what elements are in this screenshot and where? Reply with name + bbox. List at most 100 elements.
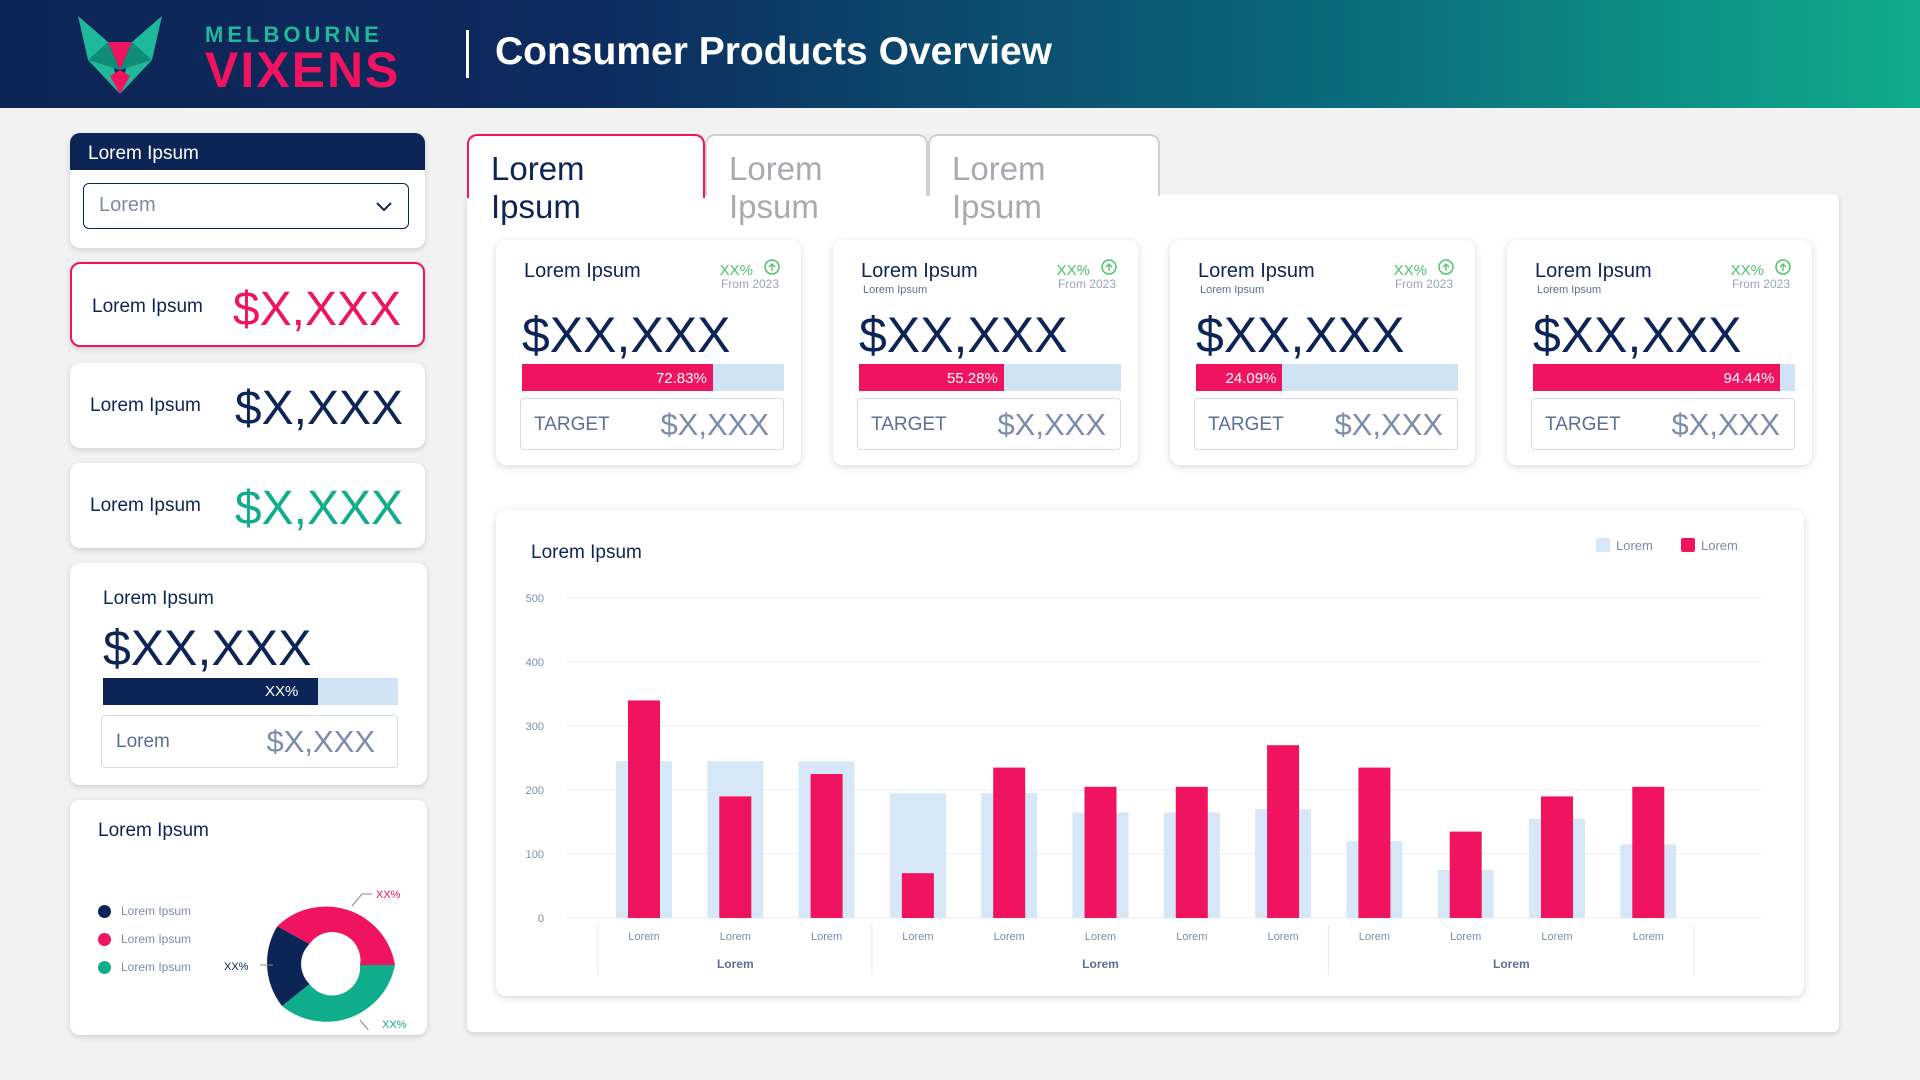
tab-3[interactable]: Lorem Ipsum bbox=[928, 134, 1160, 225]
filter-card: Lorem Ipsum Lorem bbox=[70, 133, 425, 248]
chevron-down-icon bbox=[376, 202, 392, 212]
legend-label: Lorem Ipsum bbox=[121, 960, 192, 974]
arrow-up-circle-icon bbox=[1775, 259, 1791, 275]
x-tick-label: Lorem bbox=[1541, 931, 1572, 943]
metric-from: From 2023 bbox=[1057, 277, 1116, 291]
progress-label: 72.83% bbox=[655, 370, 707, 387]
target-value: $X,XXX bbox=[660, 407, 769, 442]
legend-swatch bbox=[1596, 538, 1610, 552]
donut-slice-navy bbox=[267, 926, 310, 1006]
legend-label: Lorem Ipsum bbox=[121, 932, 192, 946]
progress-bar: 94.44% bbox=[1533, 364, 1795, 391]
metric-card-3[interactable]: Lorem Ipsum Lorem Ipsum XX% From 2023 $X… bbox=[1170, 240, 1475, 465]
target-box: TARGET $X,XXX bbox=[520, 398, 784, 450]
x-tick-label: Lorem bbox=[811, 931, 842, 943]
metric-value: $XX,XXX bbox=[859, 307, 1068, 363]
x-tick-label: Lorem bbox=[1633, 931, 1664, 943]
metric-from: From 2023 bbox=[1731, 277, 1790, 291]
target-value: $X,XXX bbox=[997, 407, 1106, 442]
x-tick-label: Lorem bbox=[1176, 931, 1207, 943]
x-tick-label: Lorem bbox=[1268, 931, 1299, 943]
metric-from: From 2023 bbox=[720, 277, 779, 291]
bar-series-2 bbox=[1084, 786, 1117, 918]
x-group-label: Lorem bbox=[717, 957, 754, 971]
bar-series-2 bbox=[1358, 767, 1391, 918]
metric-card-1[interactable]: Lorem Ipsum XX% From 2023 $XX,XXX 72.83%… bbox=[496, 240, 801, 465]
bar-series-2 bbox=[1449, 831, 1482, 918]
y-tick-label: 200 bbox=[526, 785, 544, 797]
bar-series-2 bbox=[1267, 745, 1300, 918]
kpi-label: Lorem Ipsum bbox=[90, 395, 201, 416]
target-box-label: Lorem bbox=[116, 731, 170, 752]
brand-logo: MELBOURNE VIXENS bbox=[205, 22, 401, 98]
metric-from: From 2023 bbox=[1394, 277, 1453, 291]
metric-card-4[interactable]: Lorem Ipsum Lorem Ipsum XX% From 2023 $X… bbox=[1507, 240, 1812, 465]
progress-bar-fill: 94.44% bbox=[1533, 364, 1781, 391]
metric-card-2[interactable]: Lorem Ipsum Lorem Ipsum XX% From 2023 $X… bbox=[833, 240, 1138, 465]
bar-chart-card: Lorem Ipsum 0 100 200 300 400 500 Lorem Lorem Lo… bbox=[496, 510, 1804, 996]
target-label: TARGET bbox=[1208, 414, 1284, 435]
progress-bar-fill: XX% bbox=[103, 678, 319, 705]
metric-value: $XX,XXX bbox=[1533, 307, 1742, 363]
header-bar: MELBOURNE VIXENS Consumer Products Overv… bbox=[0, 0, 1920, 108]
legend-dot bbox=[98, 961, 111, 975]
donut-label-1: XX% bbox=[376, 889, 401, 901]
brand-line1: MELBOURNE bbox=[205, 22, 383, 47]
kpi-value: $X,XXX bbox=[234, 382, 403, 435]
donut-legend-item: Lorem Ipsum bbox=[98, 904, 191, 919]
metric-subtitle: Lorem Ipsum bbox=[1200, 284, 1265, 296]
kpi-card-3[interactable]: Lorem Ipsum $X,XXX bbox=[70, 463, 425, 548]
donut-slice-green bbox=[282, 965, 395, 1022]
legend-label: Lorem bbox=[1701, 538, 1738, 553]
kpi-card-1[interactable]: Lorem Ipsum $X,XXX bbox=[70, 262, 425, 347]
y-tick-label: 0 bbox=[538, 913, 544, 925]
target-box: TARGET $X,XXX bbox=[1531, 398, 1795, 450]
filter-dropdown[interactable]: Lorem bbox=[83, 183, 409, 229]
legend-dot bbox=[98, 933, 111, 947]
y-tick-label: 300 bbox=[526, 721, 544, 733]
progress-bar: 55.28% bbox=[859, 364, 1121, 391]
tab-2[interactable]: Lorem Ipsum bbox=[705, 134, 928, 225]
x-tick-label: Lorem bbox=[902, 931, 933, 943]
arrow-up-circle-icon bbox=[764, 259, 780, 275]
metric-title: Lorem Ipsum bbox=[861, 260, 978, 282]
x-group-label: Lorem bbox=[1082, 957, 1119, 971]
kpi-label: Lorem Ipsum bbox=[92, 296, 203, 317]
x-tick-label: Lorem bbox=[994, 931, 1025, 943]
bar-series-2 bbox=[993, 767, 1026, 918]
kpi-card-2[interactable]: Lorem Ipsum $X,XXX bbox=[70, 363, 425, 448]
progress-bar-fill: 55.28% bbox=[859, 364, 1004, 391]
donut-title: Lorem Ipsum bbox=[98, 820, 209, 841]
metric-value: $XX,XXX bbox=[522, 307, 731, 363]
progress-label: 24.09% bbox=[1225, 370, 1277, 387]
x-tick-label: Lorem bbox=[628, 931, 659, 943]
donut-legend-item: Lorem Ipsum bbox=[98, 960, 192, 975]
bar-chart: 0 100 200 300 400 500 Lorem Lorem Lorem Lorem Lore… bbox=[526, 538, 1761, 975]
target-box: TARGET $X,XXX bbox=[857, 398, 1121, 450]
bar-series-2 bbox=[1632, 786, 1665, 918]
metric-title: Lorem Ipsum bbox=[524, 260, 641, 282]
x-tick-label: Lorem bbox=[1450, 931, 1481, 943]
kpi-value: $X,XXX bbox=[232, 283, 401, 336]
target-box: Lorem $X,XXX bbox=[101, 715, 398, 768]
brand-line2: VIXENS bbox=[205, 42, 401, 98]
target-value: $X,XXX bbox=[1671, 407, 1780, 442]
target-card-title: Lorem Ipsum bbox=[103, 588, 214, 609]
x-tick-label: Lorem bbox=[1359, 931, 1390, 943]
y-tick-label: 500 bbox=[526, 593, 544, 605]
target-value: $X,XXX bbox=[1334, 407, 1443, 442]
filter-selected-value: Lorem bbox=[99, 194, 156, 216]
target-card-value: $XX,XXX bbox=[103, 620, 312, 676]
bar-series-2 bbox=[1541, 796, 1573, 918]
metric-change: XX% bbox=[1730, 262, 1764, 279]
bar-series-2 bbox=[1175, 786, 1208, 918]
metric-subtitle: Lorem Ipsum bbox=[1537, 284, 1602, 296]
progress-label: 94.44% bbox=[1723, 370, 1775, 387]
kpi-value: $X,XXX bbox=[234, 482, 403, 535]
donut-slice-pink bbox=[277, 906, 395, 965]
donut-legend-item: Lorem Ipsum bbox=[98, 932, 192, 947]
metric-change: XX% bbox=[1393, 262, 1427, 279]
bar-series-2 bbox=[901, 873, 934, 918]
header-divider bbox=[466, 30, 469, 78]
tab-1[interactable]: Lorem Ipsum bbox=[467, 134, 705, 225]
